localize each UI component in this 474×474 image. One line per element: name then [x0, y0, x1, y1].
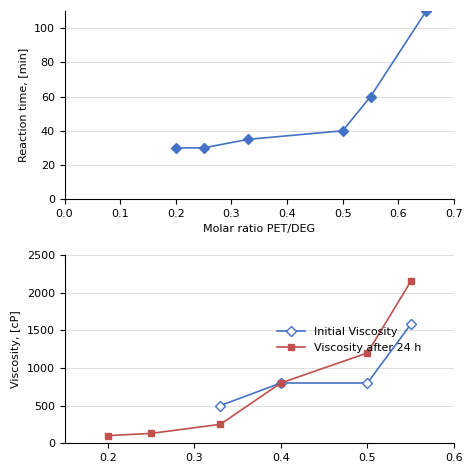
Viscosity after 24 h	[218, 421, 223, 427]
Viscosity after 24 h	[408, 279, 414, 284]
Viscosity after 24 h	[365, 350, 370, 356]
Line: Initial Viscosity: Initial Viscosity	[217, 321, 414, 409]
Initial Viscosity	[408, 321, 414, 327]
Initial Viscosity	[278, 380, 284, 386]
Viscosity after 24 h	[278, 380, 284, 386]
Y-axis label: Reaction time, [min]: Reaction time, [min]	[18, 48, 28, 162]
Line: Viscosity after 24 h: Viscosity after 24 h	[104, 278, 414, 439]
X-axis label: Molar ratio PET/DEG: Molar ratio PET/DEG	[203, 225, 315, 235]
Viscosity after 24 h	[148, 430, 154, 436]
Y-axis label: Viscosity, [cP]: Viscosity, [cP]	[11, 310, 21, 388]
Legend: Initial Viscosity, Viscosity after 24 h: Initial Viscosity, Viscosity after 24 h	[273, 322, 426, 357]
Initial Viscosity	[365, 380, 370, 386]
Viscosity after 24 h	[105, 433, 110, 438]
Initial Viscosity	[218, 403, 223, 409]
